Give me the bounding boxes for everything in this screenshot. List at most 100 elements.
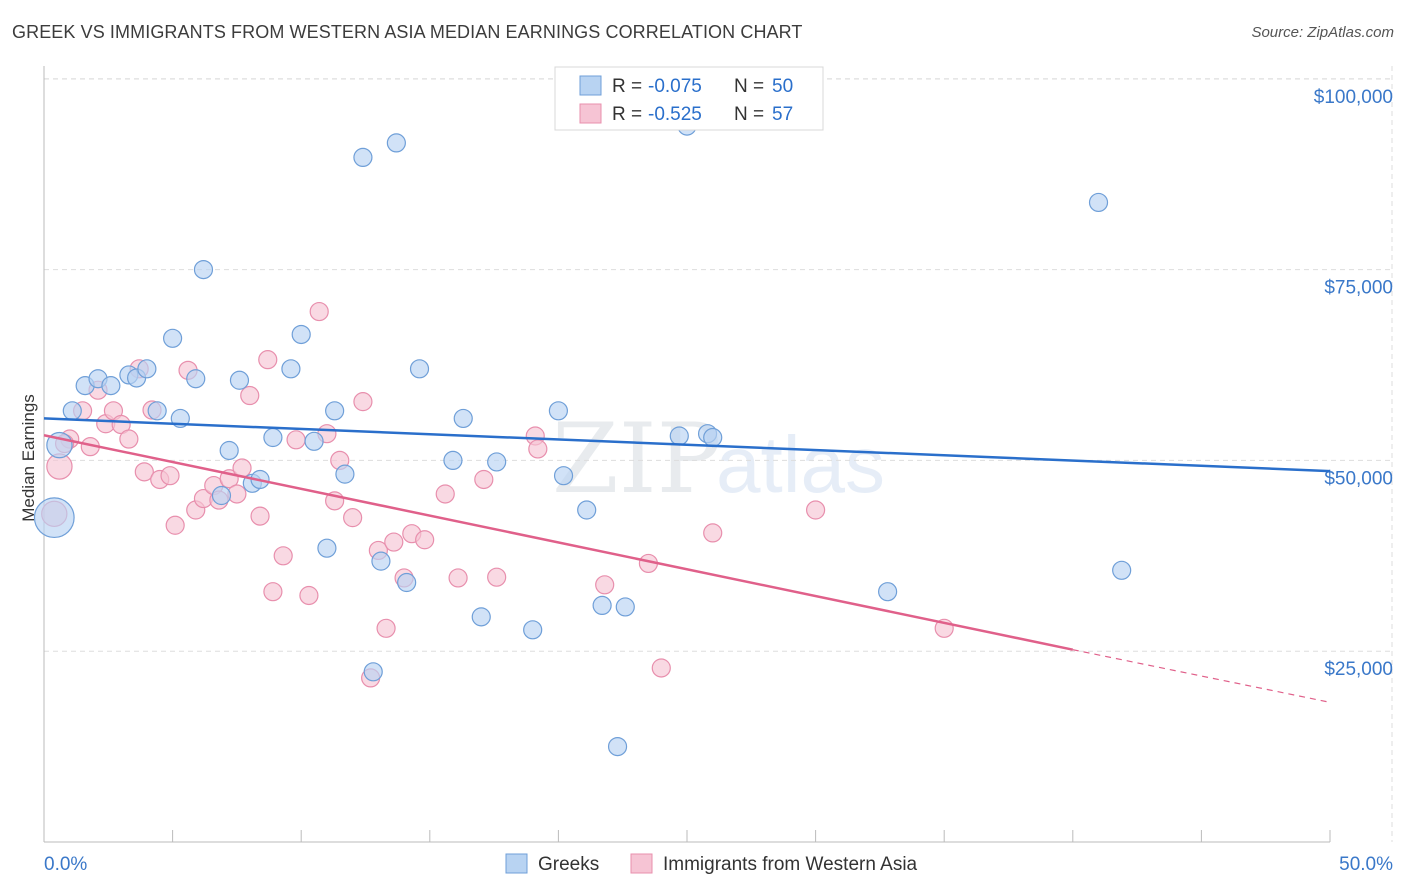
greeks-point [186, 369, 206, 389]
greeks-point [669, 426, 689, 446]
immigrants-point [805, 500, 826, 520]
correlation-legend: R = -0.075 N = 50 R = -0.525 N = 57 [554, 66, 824, 131]
legend-pink-swatch [579, 103, 602, 124]
source-label: Source: ZipAtlas.com [1251, 24, 1394, 41]
immigrants-point [286, 430, 306, 450]
immigrants-point [528, 439, 548, 459]
greeks-point [553, 466, 574, 486]
greeks-point [304, 431, 324, 451]
immigrants-point [703, 523, 723, 543]
series-greeks-points [33, 116, 1132, 757]
immigrants-point [250, 506, 270, 526]
watermark: ZIP atlas [552, 403, 885, 515]
greeks-point [137, 359, 157, 379]
immigrants-point [309, 301, 329, 322]
immigrants-point [119, 429, 139, 449]
legend-greeks-label: Greeks [538, 854, 599, 875]
immigrants-trend-line [43, 433, 1074, 651]
immigrants-point [134, 462, 154, 482]
watermark-atlas: atlas [716, 420, 885, 509]
greeks-point [229, 370, 250, 390]
greeks-point [291, 324, 311, 345]
legend-greeks-swatch [505, 853, 528, 874]
immigrants-point [474, 469, 494, 490]
immigrants-point [415, 530, 435, 550]
greeks-point [703, 427, 723, 448]
legend-n-value-1: 50 [772, 76, 793, 97]
greeks-point [147, 401, 167, 421]
greeks-point [33, 497, 75, 539]
greeks-point [409, 359, 430, 379]
greeks-point [386, 133, 406, 153]
legend-n-label-2: N = [734, 104, 764, 125]
y-axis-label: Median Earnings [19, 394, 38, 522]
chart-title: GREEK VS IMMIGRANTS FROM WESTERN ASIA ME… [12, 22, 803, 42]
trend-lines [43, 417, 1331, 703]
x-tick-label-right: 50.0% [1339, 854, 1393, 875]
greeks-point [1112, 560, 1132, 580]
legend-n-value-2: 57 [772, 104, 793, 125]
y-tick-label: $25,000 [1324, 659, 1393, 680]
x-tick-label-left: 0.0% [44, 854, 87, 875]
immigrants-point [273, 546, 293, 566]
greeks-point [211, 485, 232, 506]
greeks-point [325, 401, 345, 421]
y-tick-label: $100,000 [1314, 87, 1393, 108]
greeks-point [471, 607, 491, 627]
greeks-point [163, 328, 183, 348]
immigrants-point [595, 575, 615, 595]
legend-immigrants-label: Immigrants from Western Asia [663, 854, 918, 875]
greeks-point [453, 408, 473, 429]
greeks-point [592, 595, 612, 616]
greeks-point [487, 452, 507, 472]
legend-blue-swatch [579, 75, 602, 96]
greeks-point [101, 376, 121, 396]
immigrants-point [448, 568, 468, 588]
greeks-trend-line [43, 417, 1331, 473]
greeks-point [615, 597, 635, 617]
greeks-point [878, 582, 898, 602]
greeks-point [371, 551, 391, 571]
greeks-point [219, 440, 239, 461]
greeks-point [263, 427, 283, 448]
greeks-point [62, 401, 82, 421]
immigrants-point [165, 515, 185, 535]
immigrants-point [240, 385, 260, 406]
axes [43, 66, 1331, 843]
immigrants-trend-extension [1072, 649, 1331, 703]
legend-immigrants-swatch [630, 853, 653, 874]
y-tick-label: $75,000 [1324, 278, 1393, 299]
legend-r-label-2: R = [612, 104, 642, 125]
watermark-zip: ZIP [552, 403, 721, 515]
y-tick-label: $50,000 [1324, 468, 1393, 489]
greeks-point [353, 147, 373, 168]
greeks-point [281, 359, 301, 379]
immigrants-point [435, 484, 455, 504]
legend-n-label-1: N = [734, 76, 764, 97]
immigrants-point [299, 585, 319, 606]
immigrants-point [651, 658, 671, 678]
y-tick-labels: $25,000 $50,000 $75,000 $100,000 [1314, 87, 1393, 680]
immigrants-point [263, 582, 283, 602]
immigrants-point [160, 466, 180, 486]
greeks-point [335, 464, 355, 484]
immigrants-point [258, 350, 278, 370]
greeks-point [548, 401, 569, 421]
series-legend: Greeks Immigrants from Western Asia [505, 853, 918, 875]
x-tick-labels: 0.0% 50.0% [44, 854, 1393, 875]
greeks-point [397, 572, 417, 593]
greeks-point [577, 500, 597, 520]
legend-r-label-1: R = [612, 76, 642, 97]
greeks-point [443, 450, 463, 470]
greeks-point [1088, 192, 1109, 213]
grid-lines [44, 66, 1393, 842]
immigrants-point [343, 508, 363, 528]
immigrants-point [487, 567, 507, 587]
legend-r-value-1: -0.075 [648, 76, 702, 97]
immigrants-point [376, 618, 396, 638]
immigrants-point [353, 392, 373, 412]
greeks-point [363, 662, 383, 682]
greeks-point [523, 620, 543, 640]
greeks-point [193, 260, 214, 280]
